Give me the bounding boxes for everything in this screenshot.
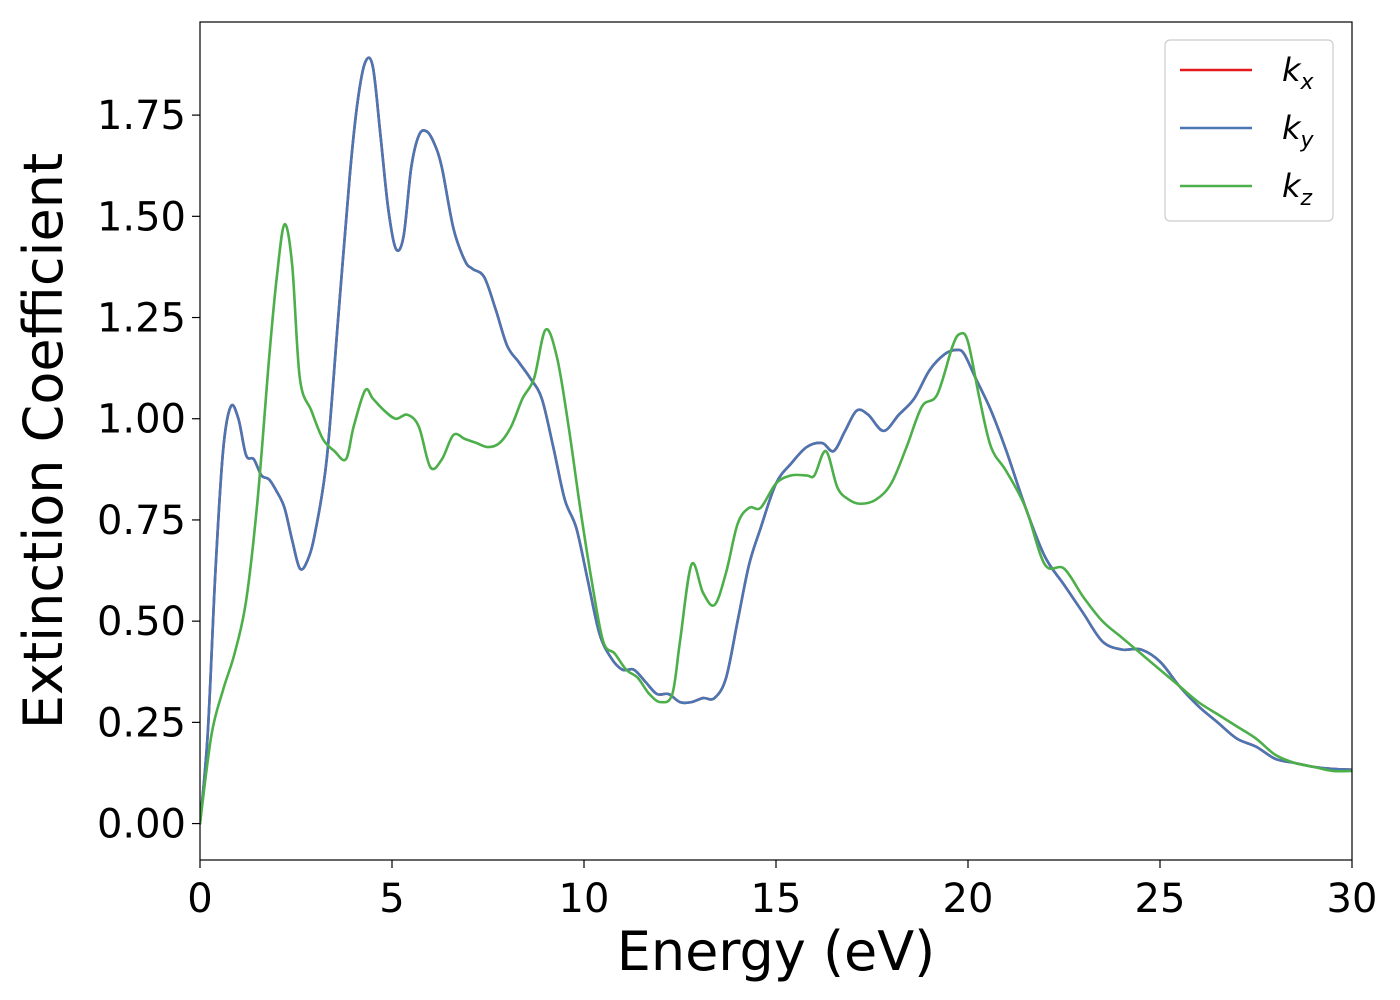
series-line-z <box>200 223 1352 825</box>
x-axis-title: Energy (eV) <box>617 920 936 983</box>
legend-label-z: kz <box>1282 167 1313 211</box>
x-tick-label: 30 <box>1327 876 1378 922</box>
x-tick-label: 5 <box>379 876 404 922</box>
series-line-y <box>200 56 1352 825</box>
legend: kx ky kz <box>1164 39 1334 222</box>
y-axis: 0.00 0.25 0.50 0.75 1.00 1.25 1.50 1.75 <box>97 93 200 848</box>
x-tick-label: 20 <box>943 876 994 922</box>
x-tick-label: 0 <box>187 876 212 922</box>
series-layer <box>200 56 1352 825</box>
y-tick-label: 1.75 <box>97 93 186 139</box>
y-tick-label: 0.50 <box>97 599 186 645</box>
legend-label-x: kx <box>1282 51 1315 95</box>
x-tick-label: 25 <box>1135 876 1186 922</box>
y-tick-label: 0.00 <box>97 802 186 848</box>
x-tick-label: 15 <box>751 876 802 922</box>
y-tick-label: 1.50 <box>97 194 186 240</box>
y-tick-label: 1.25 <box>97 296 186 342</box>
y-tick-label: 0.25 <box>97 700 186 746</box>
y-tick-label: 0.75 <box>97 498 186 544</box>
x-tick-label: 10 <box>559 876 610 922</box>
y-tick-label: 1.00 <box>97 397 186 443</box>
legend-frame <box>1164 39 1334 222</box>
x-axis: 0 5 10 15 20 25 30 <box>187 860 1377 922</box>
y-axis-title: Extinction Coefficient <box>12 153 75 729</box>
legend-label-y: ky <box>1282 109 1315 153</box>
